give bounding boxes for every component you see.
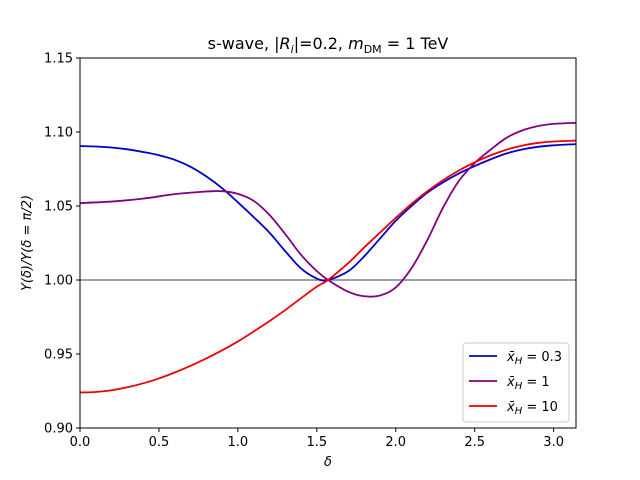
- title-suffix: = 1 TeV: [382, 34, 449, 53]
- x-tick-label: 1.5: [306, 435, 327, 450]
- legend: x̄H = 0.3 x̄H = 1 x̄H = 10: [462, 342, 570, 423]
- title-m-sub: DM: [364, 43, 382, 56]
- title-r-sub: i: [291, 43, 294, 56]
- y-tick-label: 0.90: [44, 422, 73, 437]
- chart-title: s-wave, |Ri|=0.2, mDM = 1 TeV: [208, 34, 449, 56]
- y-tick-label: 0.95: [44, 348, 73, 363]
- x-tick-label: 2.0: [385, 435, 406, 450]
- series-layer: [79, 121, 577, 394]
- x-tick-label: 0.5: [149, 435, 170, 450]
- y-tick-label: 1.05: [44, 200, 73, 215]
- legend-label-0: x̄H = 0.3: [506, 350, 562, 367]
- y-tick-label: 1.15: [44, 52, 73, 67]
- x-tick-label: 3.0: [543, 435, 564, 450]
- x-tick-label: 1.0: [228, 435, 249, 450]
- plot-frame: [79, 57, 577, 429]
- title-mid: |=0.2,: [294, 34, 348, 53]
- y-ticks: 0.90 0.95 1.00 1.05 1.10 1.15: [44, 52, 80, 437]
- title-r: R: [280, 34, 291, 53]
- x-axis-label: δ: [324, 455, 332, 470]
- series-line-2: [79, 139, 577, 394]
- title-m: m: [348, 34, 364, 53]
- legend-box: [462, 342, 570, 423]
- legend-label-2: x̄H = 10: [506, 400, 558, 417]
- x-tick-label: 0.0: [70, 435, 91, 450]
- x-tick-label: 2.5: [464, 435, 485, 450]
- y-tick-label: 1.00: [44, 274, 73, 289]
- series-line-0: [79, 143, 577, 282]
- title-prefix: s-wave, |: [208, 34, 280, 53]
- legend-label-1: x̄H = 1: [506, 375, 550, 392]
- y-tick-label: 1.10: [44, 126, 73, 141]
- y-axis-label: Y(δ)/Y(δ = π/2): [20, 195, 35, 291]
- series-line-1: [79, 121, 577, 298]
- x-ticks: 0.0 0.5 1.0 1.5 2.0 2.5 3.0: [70, 428, 564, 450]
